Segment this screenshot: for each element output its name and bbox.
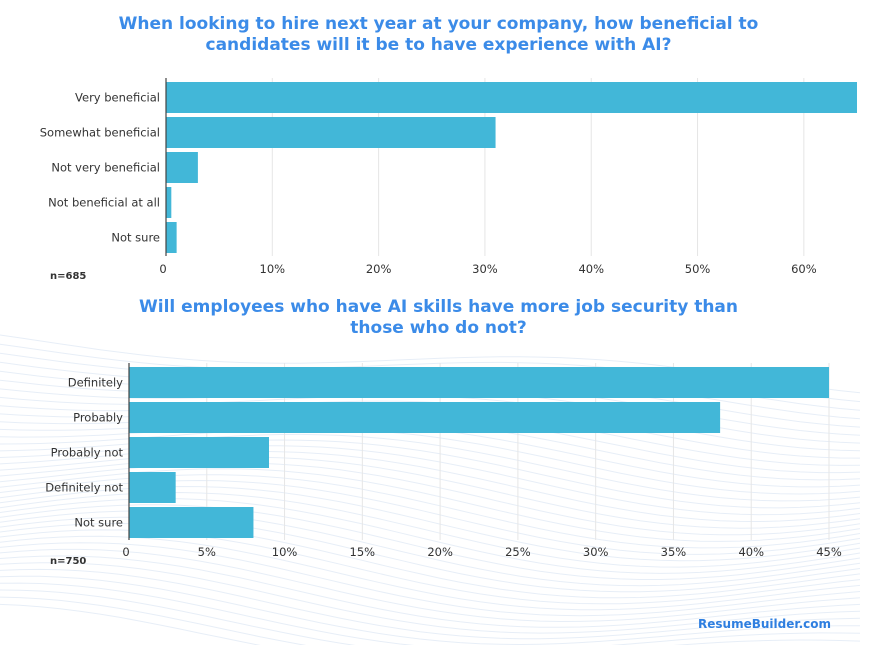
x-tick-label: 30% [472,262,498,276]
category-label: Not very beneficial [51,161,160,175]
x-tick-label: 60% [791,262,817,276]
x-tick-label: 35% [661,545,687,559]
bar [129,507,254,538]
category-label: Not beneficial at all [48,196,160,210]
chart-2-sample-size: n=750 [50,556,87,567]
wave-line [0,555,861,628]
wave-line [0,542,861,617]
wave-line [0,596,307,645]
bar [166,187,172,218]
category-label: Definitely not [45,481,123,495]
wave-line [0,582,861,645]
category-label: Somewhat beneficial [40,126,160,140]
wave-line [0,575,860,645]
category-label: Very beneficial [75,91,160,105]
bar [129,367,829,398]
bar [129,402,721,433]
x-tick-label: 15% [350,545,376,559]
x-tick-label: 40% [578,262,604,276]
x-tick-label: 10% [272,545,298,559]
category-label: Probably [73,411,123,425]
x-tick-label: 50% [685,262,711,276]
x-tick-label: 5% [198,545,216,559]
category-label: Probably not [51,446,124,460]
x-tick-label: 25% [505,545,531,559]
wave-line [0,548,861,623]
x-tick-label: 30% [583,545,609,559]
x-tick-label: 40% [738,545,764,559]
wave-line [0,589,861,645]
x-tick-label: 0 [159,262,166,276]
category-label: Not sure [74,516,123,530]
bar [129,472,176,503]
chart-1-sample-size: n=685 [50,271,87,282]
x-tick-label: 20% [366,262,392,276]
chart-1-plot: 0 10% 20% 30% 40% 50% 60% Very beneficial Somewh… [40,78,857,276]
bar [129,437,269,468]
brand-logo-text: ResumeBuilder.com [698,617,831,631]
wave-line [0,535,861,611]
category-label: Not sure [111,231,160,245]
wave-line [0,603,261,645]
x-tick-label: 10% [260,262,286,276]
bar [166,152,198,183]
x-tick-label: 0 [122,545,129,559]
bar [166,222,177,253]
chart-2-plot: 0 5% 10% 15% 20% 25% 30% 35% 40% 45% Definitely Pro… [45,363,842,559]
chart-1-title: When looking to hire next year at your c… [118,14,759,55]
x-tick-label: 20% [427,545,453,559]
x-tick-label: 45% [816,545,842,559]
category-label: Definitely [68,376,123,390]
chart-2-title: Will employees who have AI skills have m… [139,297,738,338]
wave-line [0,568,861,640]
wave-line [0,504,861,580]
wave-line [0,562,861,634]
bar [166,117,496,148]
bar [166,82,857,113]
